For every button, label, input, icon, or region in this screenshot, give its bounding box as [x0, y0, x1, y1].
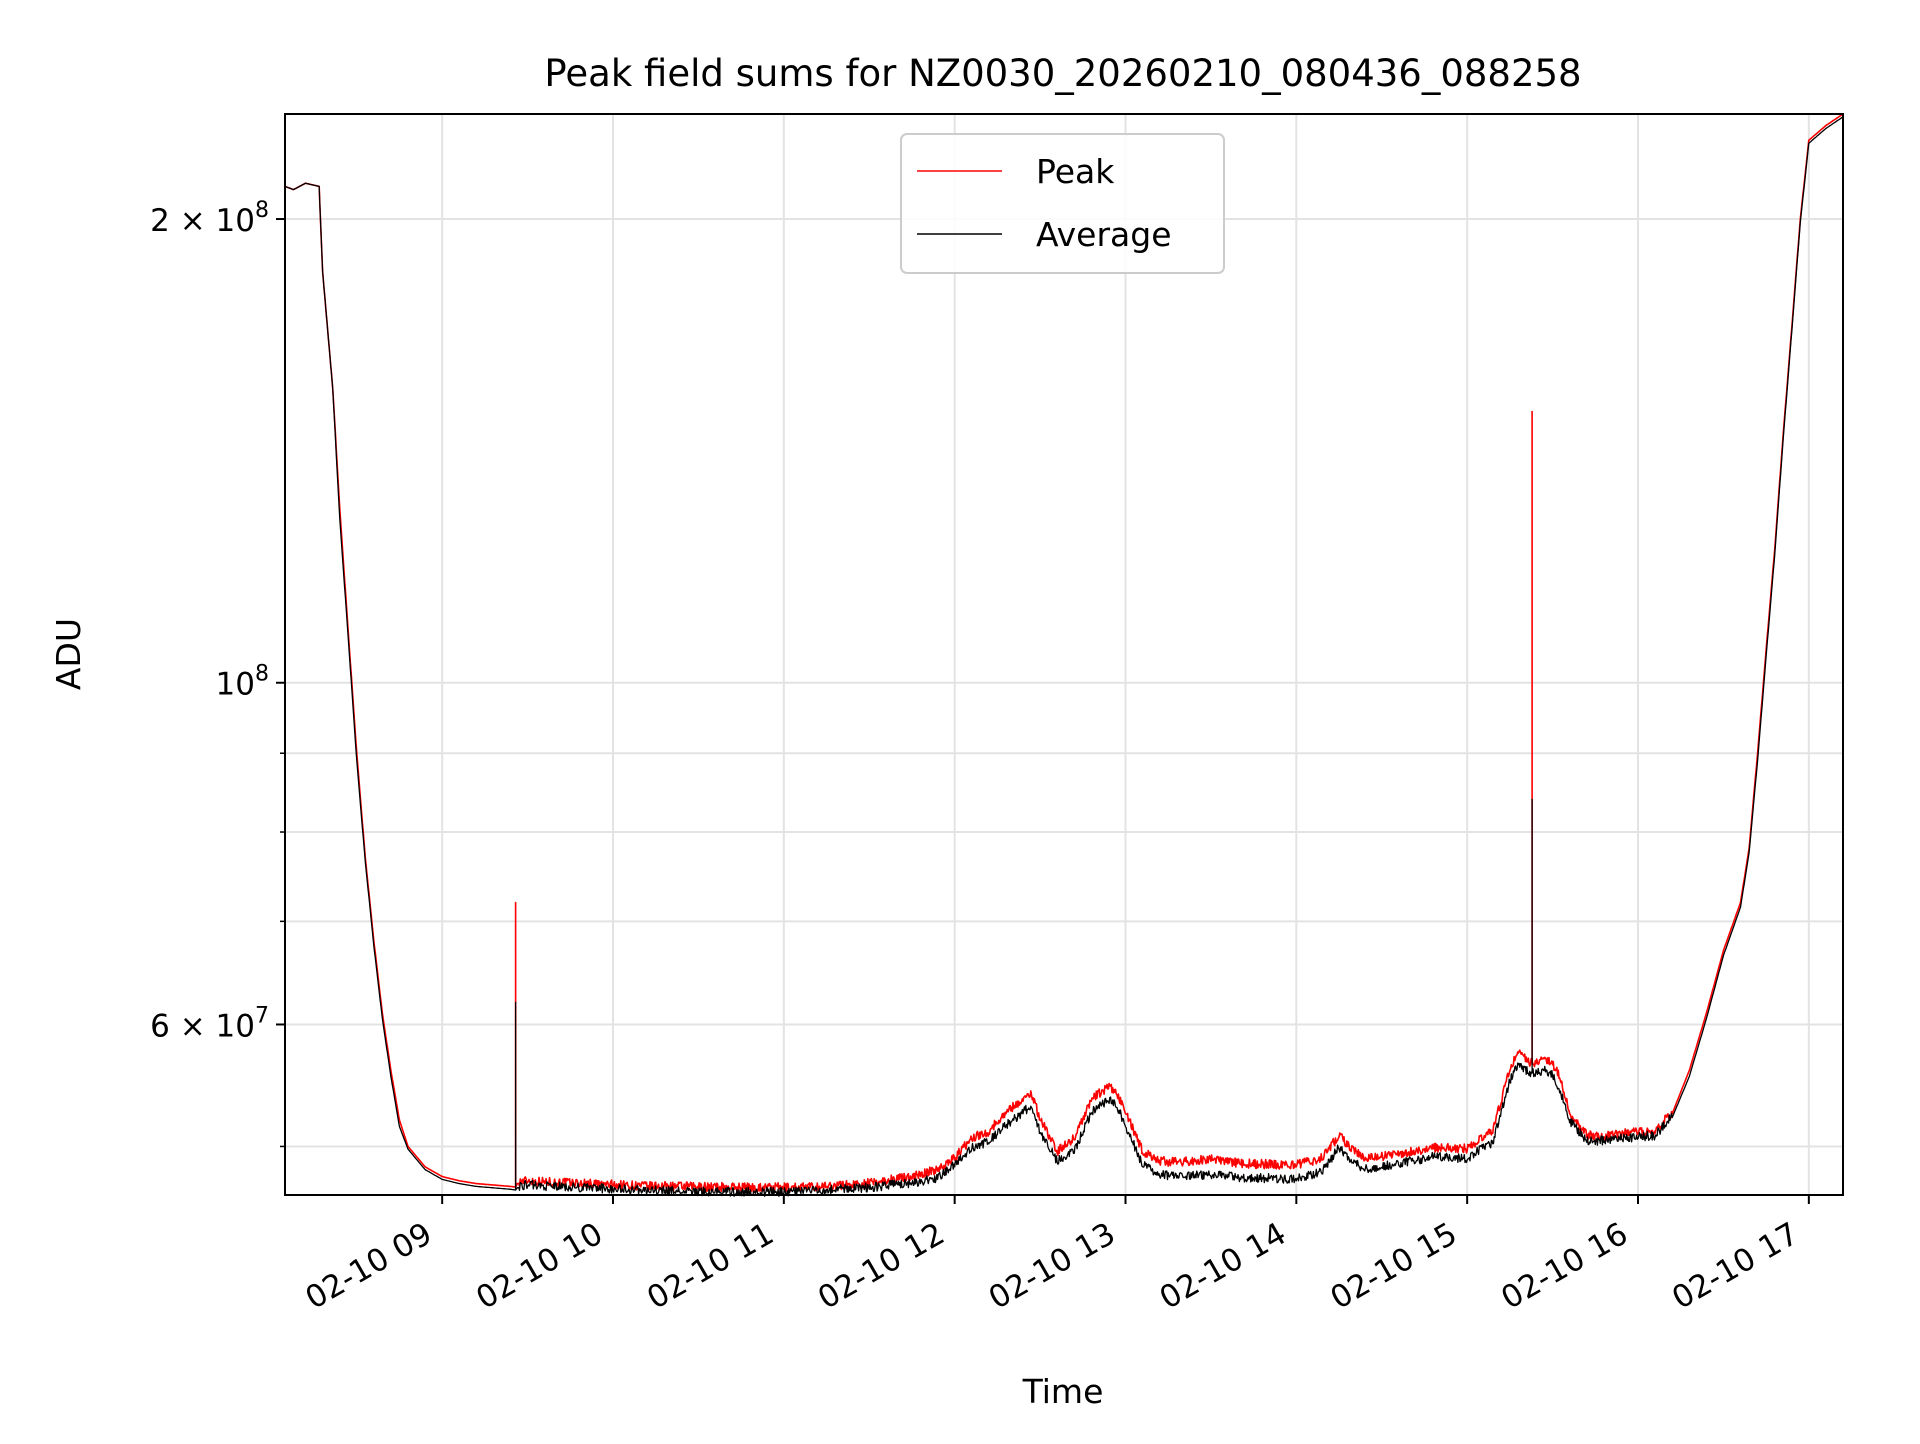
- legend-average-label: Average: [1036, 215, 1172, 254]
- series-line-peak: [284, 113, 1844, 1193]
- y-tick-label: 2 × 108: [150, 198, 269, 239]
- y-axis: 6 × 107 108 2 × 108: [150, 198, 285, 1148]
- series-layer: [284, 113, 1844, 1197]
- y-tick-label: 6 × 107: [150, 1003, 269, 1044]
- legend-peak-label: Peak: [1036, 152, 1115, 191]
- y-tick-exponent: 8: [255, 662, 269, 687]
- y-tick-exponent: 8: [255, 198, 269, 223]
- x-axis-label: Time: [1022, 1372, 1104, 1411]
- legend-box: [900, 133, 1225, 274]
- legend: Peak Average: [900, 133, 1225, 274]
- y-tick-exponent: 7: [255, 1003, 269, 1028]
- y-tick-label: 108: [216, 662, 269, 703]
- series-line-average: [284, 116, 1844, 1197]
- chart-title: Peak field sums for NZ0030_20260210_0804…: [544, 52, 1581, 95]
- grid-lines: [285, 114, 1843, 1195]
- axes-frame: [284, 113, 1844, 1196]
- y-axis-label: ADU: [49, 618, 88, 690]
